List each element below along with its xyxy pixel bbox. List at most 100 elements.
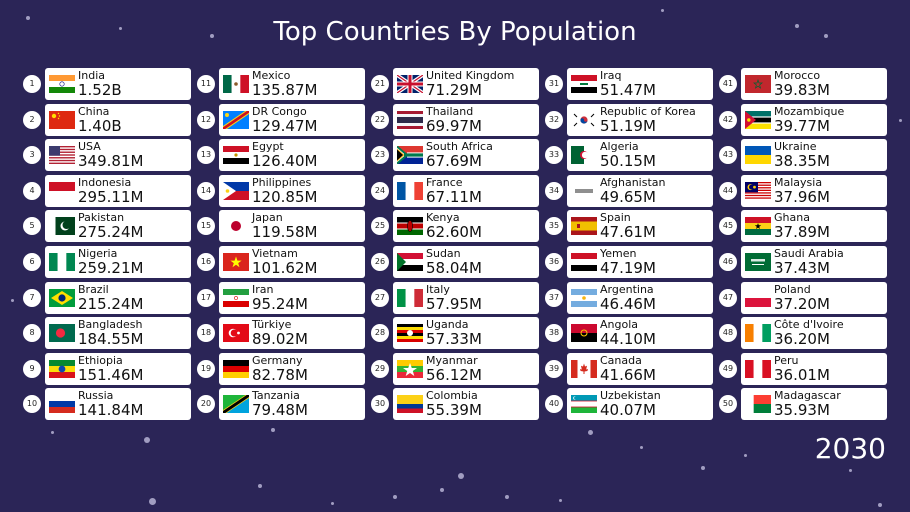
country-entry: 19 Germany 82.78M [197, 353, 387, 385]
bangladesh-flag [49, 324, 75, 342]
rank-badge: 43 [719, 146, 737, 164]
country-name: Spain [600, 211, 631, 224]
star-dot [505, 495, 509, 499]
argentina-flag [571, 289, 597, 307]
rank-badge: 10 [23, 395, 41, 413]
ghana-flag [745, 217, 771, 235]
country-card: Morocco 39.83M [741, 68, 887, 100]
country-name: Angola [600, 318, 639, 331]
morocco-flag [745, 75, 771, 93]
country-name: Yemen [600, 247, 637, 260]
country-population: 295.11M [78, 188, 144, 206]
rank-badge: 8 [23, 324, 41, 342]
country-population: 135.87M [252, 81, 318, 99]
country-card: United Kingdom 71.29M [393, 68, 539, 100]
country-population: 46.46M [600, 295, 656, 313]
country-population: 101.62M [252, 259, 318, 277]
country-name: Vietnam [252, 247, 298, 260]
star-dot [660, 8, 664, 12]
country-card: Argentina 46.46M [567, 282, 713, 314]
country-population: 151.46M [78, 366, 144, 384]
country-entry: 29 Myanmar 56.12M [371, 353, 561, 385]
country-card: Ukraine 38.35M [741, 139, 887, 171]
country-name: DR Congo [252, 105, 307, 118]
nigeria-flag [49, 253, 75, 271]
country-name: Philippines [252, 176, 312, 189]
star-dot [50, 430, 54, 434]
country-population: 58.04M [426, 259, 482, 277]
country-entry: 11 Mexico 135.87M [197, 68, 387, 100]
country-entry: 47 Poland 37.20M [719, 282, 909, 314]
country-card: Kenya 62.60M [393, 210, 539, 242]
angola-flag [571, 324, 597, 342]
sudan-flag [397, 253, 423, 271]
russia-flag [49, 395, 75, 413]
country-entry: 38 Angola 44.10M [545, 317, 735, 349]
usa-flag [49, 146, 75, 164]
rank-badge: 21 [371, 75, 389, 93]
yemen-flag [571, 253, 597, 271]
rank-badge: 49 [719, 360, 737, 378]
country-name: Uganda [426, 318, 469, 331]
iran-flag [223, 289, 249, 307]
country-name: Ethiopia [78, 354, 123, 367]
country-population: 1.52B [78, 81, 122, 99]
country-population: 184.55M [78, 330, 144, 348]
star-dot [701, 466, 705, 470]
rank-badge: 38 [545, 324, 563, 342]
country-population: 95.24M [252, 295, 308, 313]
country-entry: 50 Madagascar 35.93M [719, 388, 909, 420]
country-entry: 4 Indonesia 295.11M [23, 175, 213, 207]
country-entry: 6 Nigeria 259.21M [23, 246, 213, 278]
country-entry: 21 United Kingdom 71.29M [371, 68, 561, 100]
poland-flag [745, 289, 771, 307]
rank-badge: 13 [197, 146, 215, 164]
rank-badge: 7 [23, 289, 41, 307]
country-population: 129.47M [252, 117, 318, 135]
ukraine-flag [745, 146, 771, 164]
rank-badge: 24 [371, 182, 389, 200]
south-africa-flag [397, 146, 423, 164]
country-card: Republic of Korea 51.19M [567, 104, 713, 136]
rank-badge: 37 [545, 289, 563, 307]
rank-badge: 35 [545, 217, 563, 235]
country-entry: 35 Spain 47.61M [545, 210, 735, 242]
country-card: Vietnam 101.62M [219, 246, 365, 278]
rank-badge: 18 [197, 324, 215, 342]
country-card: Sudan 58.04M [393, 246, 539, 278]
rank-badge: 23 [371, 146, 389, 164]
rank-badge: 41 [719, 75, 737, 93]
vietnam-flag [223, 253, 249, 271]
rank-badge: 33 [545, 146, 563, 164]
country-card: Madagascar 35.93M [741, 388, 887, 420]
country-entry: 25 Kenya 62.60M [371, 210, 561, 242]
star-dot [587, 429, 593, 435]
country-entry: 42 Mozambique 39.77M [719, 104, 909, 136]
thailand-flag [397, 111, 423, 129]
country-entry: 33 Algeria 50.15M [545, 139, 735, 171]
rank-badge: 4 [23, 182, 41, 200]
country-card: Ghana 37.89M [741, 210, 887, 242]
peru-flag [745, 360, 771, 378]
country-name: France [426, 176, 463, 189]
rank-badge: 6 [23, 253, 41, 271]
country-card: DR Congo 129.47M [219, 104, 365, 136]
country-card: Angola 44.10M [567, 317, 713, 349]
country-card: Iran 95.24M [219, 282, 365, 314]
country-name: Japan [252, 211, 283, 224]
country-card: USA 349.81M [45, 139, 191, 171]
country-name: Myanmar [426, 354, 478, 367]
country-card: Russia 141.84M [45, 388, 191, 420]
country-population: 82.78M [252, 366, 308, 384]
year-label: 2030 [814, 432, 886, 465]
country-entry: 40 Uzbekistan 40.07M [545, 388, 735, 420]
rank-badge: 15 [197, 217, 215, 235]
country-name: Mozambique [774, 105, 845, 118]
country-entry: 46 Saudi Arabia 37.43M [719, 246, 909, 278]
country-card: Türkiye 89.02M [219, 317, 365, 349]
mexico-flag [223, 75, 249, 93]
rank-badge: 45 [719, 217, 737, 235]
rank-badge: 50 [719, 395, 737, 413]
rank-badge: 31 [545, 75, 563, 93]
